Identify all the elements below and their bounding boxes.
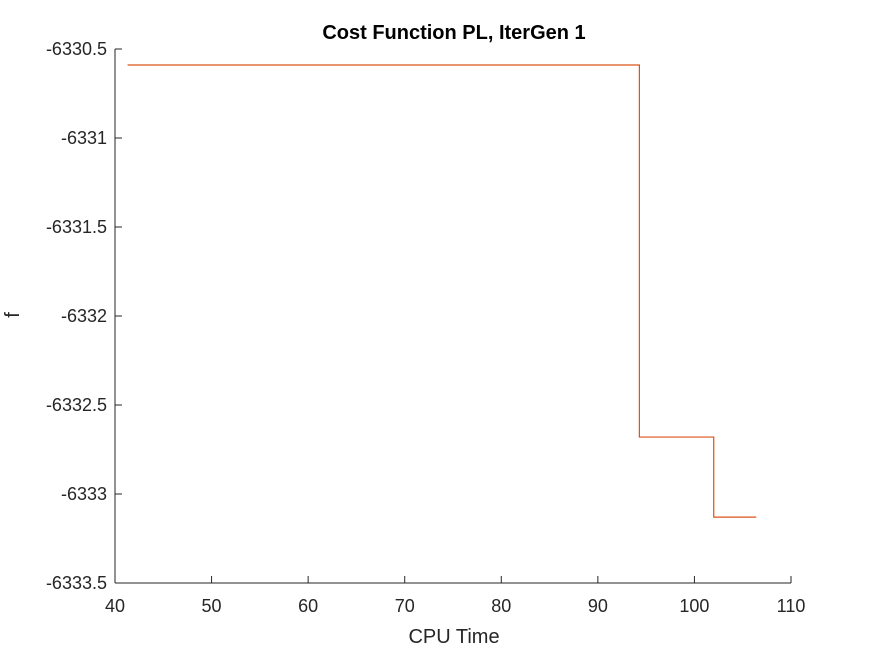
x-axis-label: CPU Time xyxy=(408,626,499,648)
chart-title: Cost Function PL, IterGen 1 xyxy=(322,22,585,44)
x-tick-label: 100 xyxy=(679,596,709,616)
x-tick-labels: 40 50 60 70 80 90 100 110 xyxy=(105,596,805,616)
y-tick-label: -6332 xyxy=(61,306,107,326)
series-line xyxy=(127,64,757,518)
x-tick-label: 70 xyxy=(395,596,415,616)
x-tick-label: 60 xyxy=(298,596,318,616)
x-tick-label: 110 xyxy=(777,596,806,616)
y-tick-label: -6333.5 xyxy=(46,573,107,593)
y-tick-label: -6331.5 xyxy=(46,217,107,237)
axes xyxy=(114,49,791,584)
y-tick-label: -6331 xyxy=(61,128,107,148)
x-tick-label: 50 xyxy=(202,596,222,616)
y-tick-label: -6330.5 xyxy=(46,39,107,59)
x-tick-label: 40 xyxy=(105,596,125,616)
x-tick-label: 90 xyxy=(588,596,608,616)
y-tick-label: -6333 xyxy=(61,484,107,504)
y-tick-labels: -6333.5 -6333 -6332.5 -6332 -6331.5 -6331 -633… xyxy=(46,39,107,593)
y-tick-label: -6332.5 xyxy=(46,395,107,415)
x-tick-label: 80 xyxy=(491,596,511,616)
y-axis-label: f xyxy=(2,312,24,318)
tick-marks xyxy=(114,48,792,584)
plot-area xyxy=(127,64,757,518)
